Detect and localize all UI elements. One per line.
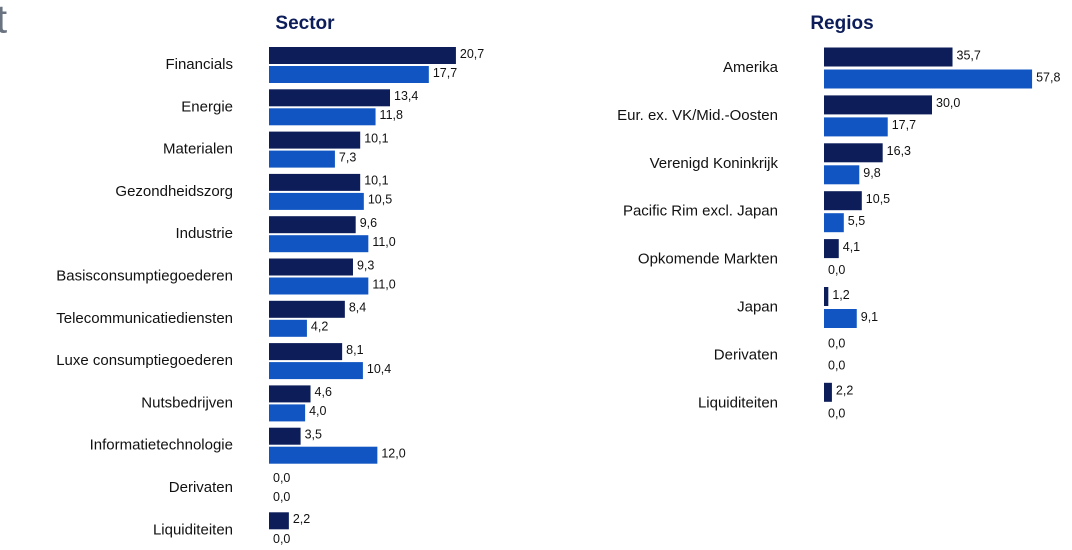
value-label: 10,4 <box>367 362 391 376</box>
bar <box>824 239 839 259</box>
category-label: Informatietechnologie <box>90 437 233 454</box>
value-label: 0,0 <box>828 359 845 373</box>
bar <box>269 385 311 403</box>
category-label: Materialen <box>163 141 233 158</box>
bar <box>269 300 345 318</box>
value-label: 0,0 <box>273 471 290 485</box>
value-label: 9,8 <box>863 166 880 180</box>
bar <box>269 343 343 361</box>
value-label: 35,7 <box>957 48 981 62</box>
value-label: 0,0 <box>828 263 845 277</box>
value-label: 17,7 <box>892 118 916 132</box>
value-label: 0,0 <box>828 337 845 351</box>
category-label: Liquiditeiten <box>698 394 778 411</box>
value-label: 3,5 <box>305 427 322 441</box>
value-label: 4,6 <box>315 385 332 399</box>
chart-title: Sector <box>275 13 335 34</box>
value-label: 20,7 <box>460 47 484 61</box>
value-label: 12,0 <box>381 446 405 460</box>
bar <box>269 446 378 464</box>
bar <box>269 427 301 445</box>
value-label: 5,5 <box>848 214 865 228</box>
bar <box>824 47 953 67</box>
value-label: 30,0 <box>936 96 960 110</box>
category-label: Verenigd Koninkrijk <box>650 155 779 172</box>
category-label: Gezondheidszorg <box>115 183 233 200</box>
value-label: 1,2 <box>832 288 849 302</box>
value-label: 2,2 <box>836 384 853 398</box>
category-label: Nutsbedrijven <box>141 394 233 411</box>
bar <box>269 192 364 210</box>
bar <box>269 235 369 253</box>
value-label: 11,8 <box>380 108 403 122</box>
bar <box>824 287 829 306</box>
bar <box>269 404 306 422</box>
value-label: 57,8 <box>1036 70 1060 84</box>
category-label: Amerika <box>723 59 779 76</box>
value-label: 9,1 <box>861 310 878 324</box>
bar <box>824 382 832 402</box>
category-label: Opkomende Markten <box>638 251 778 268</box>
value-label: 10,5 <box>866 192 890 206</box>
bar <box>269 173 361 191</box>
category-label: Energie <box>181 98 233 115</box>
bar <box>269 89 391 107</box>
value-label: 9,6 <box>360 216 377 230</box>
bar <box>824 69 1033 89</box>
category-label: Basisconsumptiegoederen <box>56 267 233 284</box>
value-label: 7,3 <box>339 150 356 164</box>
bar <box>824 213 844 233</box>
bar <box>269 319 307 337</box>
value-label: 8,4 <box>349 301 366 315</box>
bar <box>824 143 883 163</box>
category-label: Derivaten <box>714 346 778 363</box>
chart-title: Regios <box>810 13 873 34</box>
value-label: 0,0 <box>273 490 290 504</box>
title-fragment: t <box>0 0 7 42</box>
bar <box>824 117 888 137</box>
bar <box>269 131 361 149</box>
bar <box>269 47 456 64</box>
category-label: Japan <box>737 298 778 315</box>
value-label: 13,4 <box>394 89 418 103</box>
category-label: Eur. ex. VK/Mid.-Oosten <box>617 107 778 124</box>
category-label: Luxe consumptiegoederen <box>56 352 233 369</box>
value-label: 4,1 <box>843 240 860 254</box>
value-label: 4,2 <box>311 320 328 334</box>
category-label: Industrie <box>175 225 233 242</box>
value-label: 4,0 <box>309 404 326 418</box>
value-label: 0,0 <box>273 532 290 545</box>
value-label: 8,1 <box>346 343 363 357</box>
bar <box>269 277 369 295</box>
bar <box>269 258 353 276</box>
value-label: 9,3 <box>357 258 374 272</box>
value-label: 11,0 <box>372 235 395 249</box>
value-label: 10,5 <box>368 193 392 207</box>
bar <box>269 362 363 380</box>
value-label: 0,0 <box>828 407 845 421</box>
category-label: Liquiditeiten <box>153 521 233 538</box>
value-label: 10,1 <box>364 131 388 145</box>
bar <box>824 191 862 211</box>
value-label: 11,0 <box>372 277 395 291</box>
bar <box>269 108 376 126</box>
value-label: 2,2 <box>293 512 310 526</box>
value-label: 16,3 <box>887 144 911 158</box>
category-label: Derivaten <box>169 479 233 496</box>
category-label: Financials <box>165 56 233 73</box>
bar <box>269 216 356 234</box>
bar <box>824 309 857 328</box>
bar <box>269 150 335 168</box>
bar <box>824 165 860 185</box>
category-label: Pacific Rim excl. Japan <box>623 203 778 220</box>
bar <box>269 512 289 530</box>
bar <box>824 95 932 115</box>
value-label: 17,7 <box>433 66 457 80</box>
value-label: 10,1 <box>364 174 388 188</box>
category-label: Telecommunicatiediensten <box>56 310 233 327</box>
bar <box>269 66 429 83</box>
